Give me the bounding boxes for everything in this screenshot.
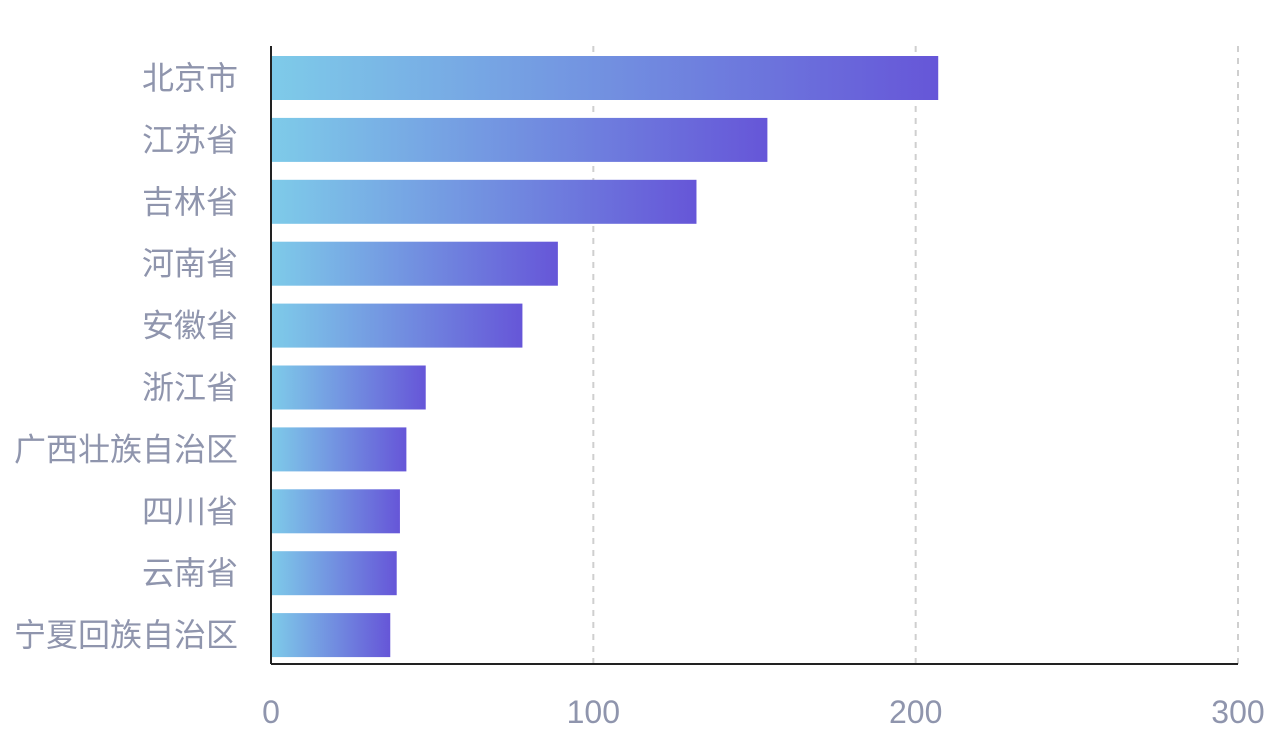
category-label-1: 江苏省 [142, 121, 238, 159]
bar-5 [271, 365, 426, 410]
bar-0 [271, 56, 939, 100]
x-tick-label-100: 100 [567, 694, 620, 730]
bar-6 [271, 427, 407, 472]
category-label-9: 宁夏回族自治区 [14, 616, 238, 654]
bar-2 [271, 179, 697, 224]
category-label-8: 云南省 [142, 554, 238, 592]
category-label-2: 吉林省 [142, 183, 238, 221]
category-label-4: 安徽省 [142, 307, 238, 345]
axes [270, 46, 1238, 665]
tick-labels: 0 100 200 300 [262, 694, 1265, 730]
bar-7 [271, 489, 400, 534]
x-tick-label-0: 0 [262, 694, 280, 730]
bars [271, 56, 939, 658]
category-label-0: 北京市 [142, 59, 238, 97]
bar-9 [271, 613, 391, 658]
bar-4 [271, 303, 523, 348]
bar-3 [271, 241, 558, 286]
bar-1 [271, 117, 768, 162]
x-tick-label-200: 200 [889, 694, 942, 730]
category-label-5: 浙江省 [142, 369, 238, 407]
category-label-7: 四川省 [142, 492, 238, 530]
x-tick-label-300: 300 [1211, 694, 1264, 730]
category-label-6: 广西壮族自治区 [14, 430, 238, 468]
category-label-3: 河南省 [142, 245, 238, 283]
bar-8 [271, 551, 397, 596]
